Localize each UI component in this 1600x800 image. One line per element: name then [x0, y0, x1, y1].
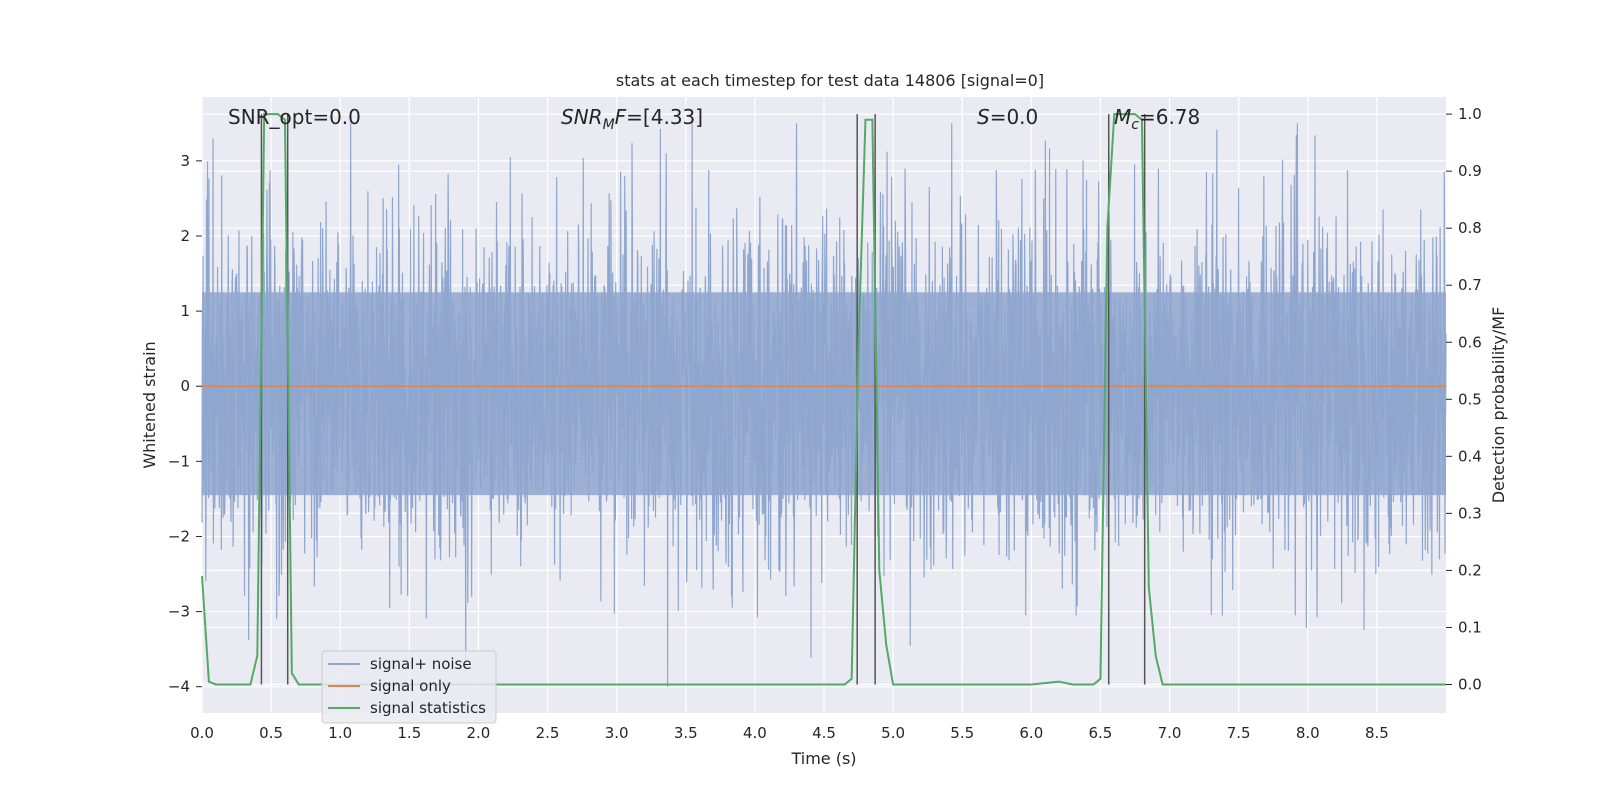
left-y-tick-label: −2	[168, 527, 190, 545]
x-tick-label: 4.5	[812, 724, 836, 742]
left-y-tick-label: −3	[168, 603, 190, 621]
left-y-tick-label: 3	[180, 152, 190, 170]
snr-mf-annotation: SNRMF=[4.33]	[561, 105, 703, 133]
signal-plus-noise-series	[201, 123, 1447, 687]
x-tick-label: 1.5	[397, 724, 421, 742]
x-tick-label: 2.0	[467, 724, 491, 742]
mc-annotation: Mc=6.78	[1114, 105, 1200, 133]
x-tick-label: 2.5	[536, 724, 560, 742]
left-y-tick-label: −4	[168, 678, 190, 696]
x-tick-label: 8.0	[1296, 724, 1320, 742]
chart-title: stats at each timestep for test data 148…	[616, 71, 1044, 90]
x-tick-label: 8.5	[1365, 724, 1389, 742]
x-tick-label: 7.5	[1227, 724, 1251, 742]
x-tick-label: 5.5	[950, 724, 974, 742]
x-tick-label: 0.5	[259, 724, 283, 742]
x-tick-label: 3.0	[605, 724, 629, 742]
signal-statistics-series	[201, 113, 1446, 686]
left-y-axis-label: Whitened strain	[140, 341, 159, 468]
right-y-tick-label: 0.5	[1458, 390, 1482, 408]
right-y-tick-label: 0.0	[1458, 675, 1482, 693]
left-y-tick-label: 0	[180, 377, 190, 395]
right-y-tick-label: 0.4	[1458, 447, 1482, 465]
right-y-tick-label: 0.1	[1458, 618, 1482, 636]
right-y-tick-label: 0.2	[1458, 561, 1482, 579]
x-tick-label: 4.0	[743, 724, 767, 742]
left-y-tick-label: −1	[168, 452, 190, 470]
right-y-axis-ticks: 1.0 0.9 0.8 0.7 0.6 0.5 0.4 0.3 0.2 0.1 0.0	[1446, 105, 1482, 693]
x-tick-label: 1.0	[328, 724, 352, 742]
left-y-tick-label: 1	[180, 302, 190, 320]
x-tick-label: 6.5	[1089, 724, 1113, 742]
x-tick-label: 5.0	[881, 724, 905, 742]
right-y-tick-label: 1.0	[1458, 105, 1482, 123]
legend-label-noise: signal+ noise	[370, 655, 472, 673]
right-y-tick-label: 0.6	[1458, 333, 1482, 351]
right-y-tick-label: 0.7	[1458, 276, 1482, 294]
s-annotation: S=0.0	[977, 105, 1038, 129]
right-y-tick-label: 0.3	[1458, 504, 1482, 522]
right-y-tick-label: 0.8	[1458, 219, 1482, 237]
left-y-tick-label: 2	[180, 227, 190, 245]
x-tick-label: 0.0	[190, 724, 214, 742]
legend-label-statistics: signal statistics	[370, 699, 486, 717]
x-axis-label: Time (s)	[790, 749, 856, 768]
x-tick-label: 7.0	[1158, 724, 1182, 742]
right-y-axis-label: Detection probability/MF	[1489, 307, 1508, 504]
left-y-axis-ticks: 3 2 1 0 −1 −2 −3 −4	[168, 152, 202, 696]
right-y-tick-label: 0.9	[1458, 162, 1482, 180]
x-tick-label: 3.5	[674, 724, 698, 742]
x-axis-ticks: 0.0 0.5 1.0 1.5 2.0 2.5 3.0 3.5 4.0 4.5 5.0 5.5 6.0 6…	[190, 724, 1389, 742]
legend-label-signal: signal only	[370, 677, 451, 695]
legend: signal+ noise signal only signal statist…	[321, 650, 497, 724]
snr-opt-annotation: SNR_opt=0.0	[228, 105, 361, 129]
x-tick-label: 6.0	[1019, 724, 1043, 742]
noise-trace	[201, 123, 1447, 687]
